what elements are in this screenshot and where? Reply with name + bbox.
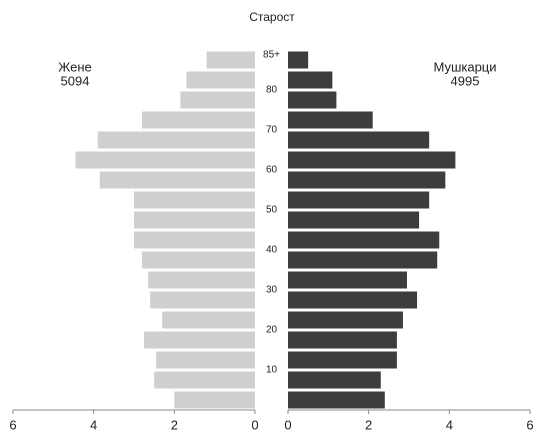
female-bar [75, 151, 256, 169]
male-bar [288, 271, 407, 289]
age-label: 50 [266, 205, 278, 216]
male-bar [288, 211, 420, 229]
age-label: 85+ [263, 50, 280, 61]
legend-total: 5094 [61, 73, 90, 88]
male-bar [288, 311, 403, 329]
female-bar [154, 371, 255, 389]
female-bar [206, 51, 255, 69]
age-label: 40 [266, 245, 278, 256]
female-bar [144, 331, 255, 349]
female-bar [134, 211, 255, 229]
x-tick-label: 0 [284, 417, 291, 432]
male-bar [288, 191, 430, 209]
male-bar [288, 51, 309, 69]
male-bar [288, 151, 456, 169]
x-tick-label: 2 [171, 417, 178, 432]
age-label: 20 [266, 325, 278, 336]
x-tick-label: 6 [9, 417, 16, 432]
legend-label: Жене [58, 59, 91, 74]
male-bar [288, 91, 337, 109]
male-bar [288, 131, 430, 149]
female-bar [186, 71, 255, 89]
female-bar [150, 291, 255, 309]
male-bar [288, 71, 333, 89]
male-bar [288, 111, 373, 129]
age-label: 10 [266, 365, 278, 376]
legend-total: 4995 [451, 73, 480, 88]
female-bar [148, 271, 255, 289]
female-bar [97, 131, 255, 149]
chart-title: Старост [249, 10, 295, 24]
female-bar [156, 351, 255, 369]
female-bar [142, 111, 255, 129]
female-bar [99, 171, 255, 189]
male-bar [288, 331, 397, 349]
x-tick-label: 2 [365, 417, 372, 432]
x-tick-label: 4 [446, 417, 453, 432]
age-label: 30 [266, 285, 278, 296]
female-bar [134, 191, 255, 209]
male-bar [288, 251, 438, 269]
male-bar [288, 371, 381, 389]
x-tick-label: 0 [251, 417, 258, 432]
legend-label: Мушкарци [433, 59, 496, 74]
female-bar [134, 231, 255, 249]
male-bar [288, 351, 397, 369]
male-bar [288, 171, 446, 189]
male-bar [288, 391, 385, 409]
male-bar [288, 231, 440, 249]
age-label: 70 [266, 125, 278, 136]
female-bar [180, 91, 255, 109]
male-bar [288, 291, 418, 309]
x-tick-label: 6 [526, 417, 533, 432]
female-bar [162, 311, 255, 329]
female-bar [174, 391, 255, 409]
x-tick-label: 4 [90, 417, 97, 432]
female-bar [142, 251, 255, 269]
age-label: 60 [266, 165, 278, 176]
age-label: 80 [266, 85, 278, 96]
